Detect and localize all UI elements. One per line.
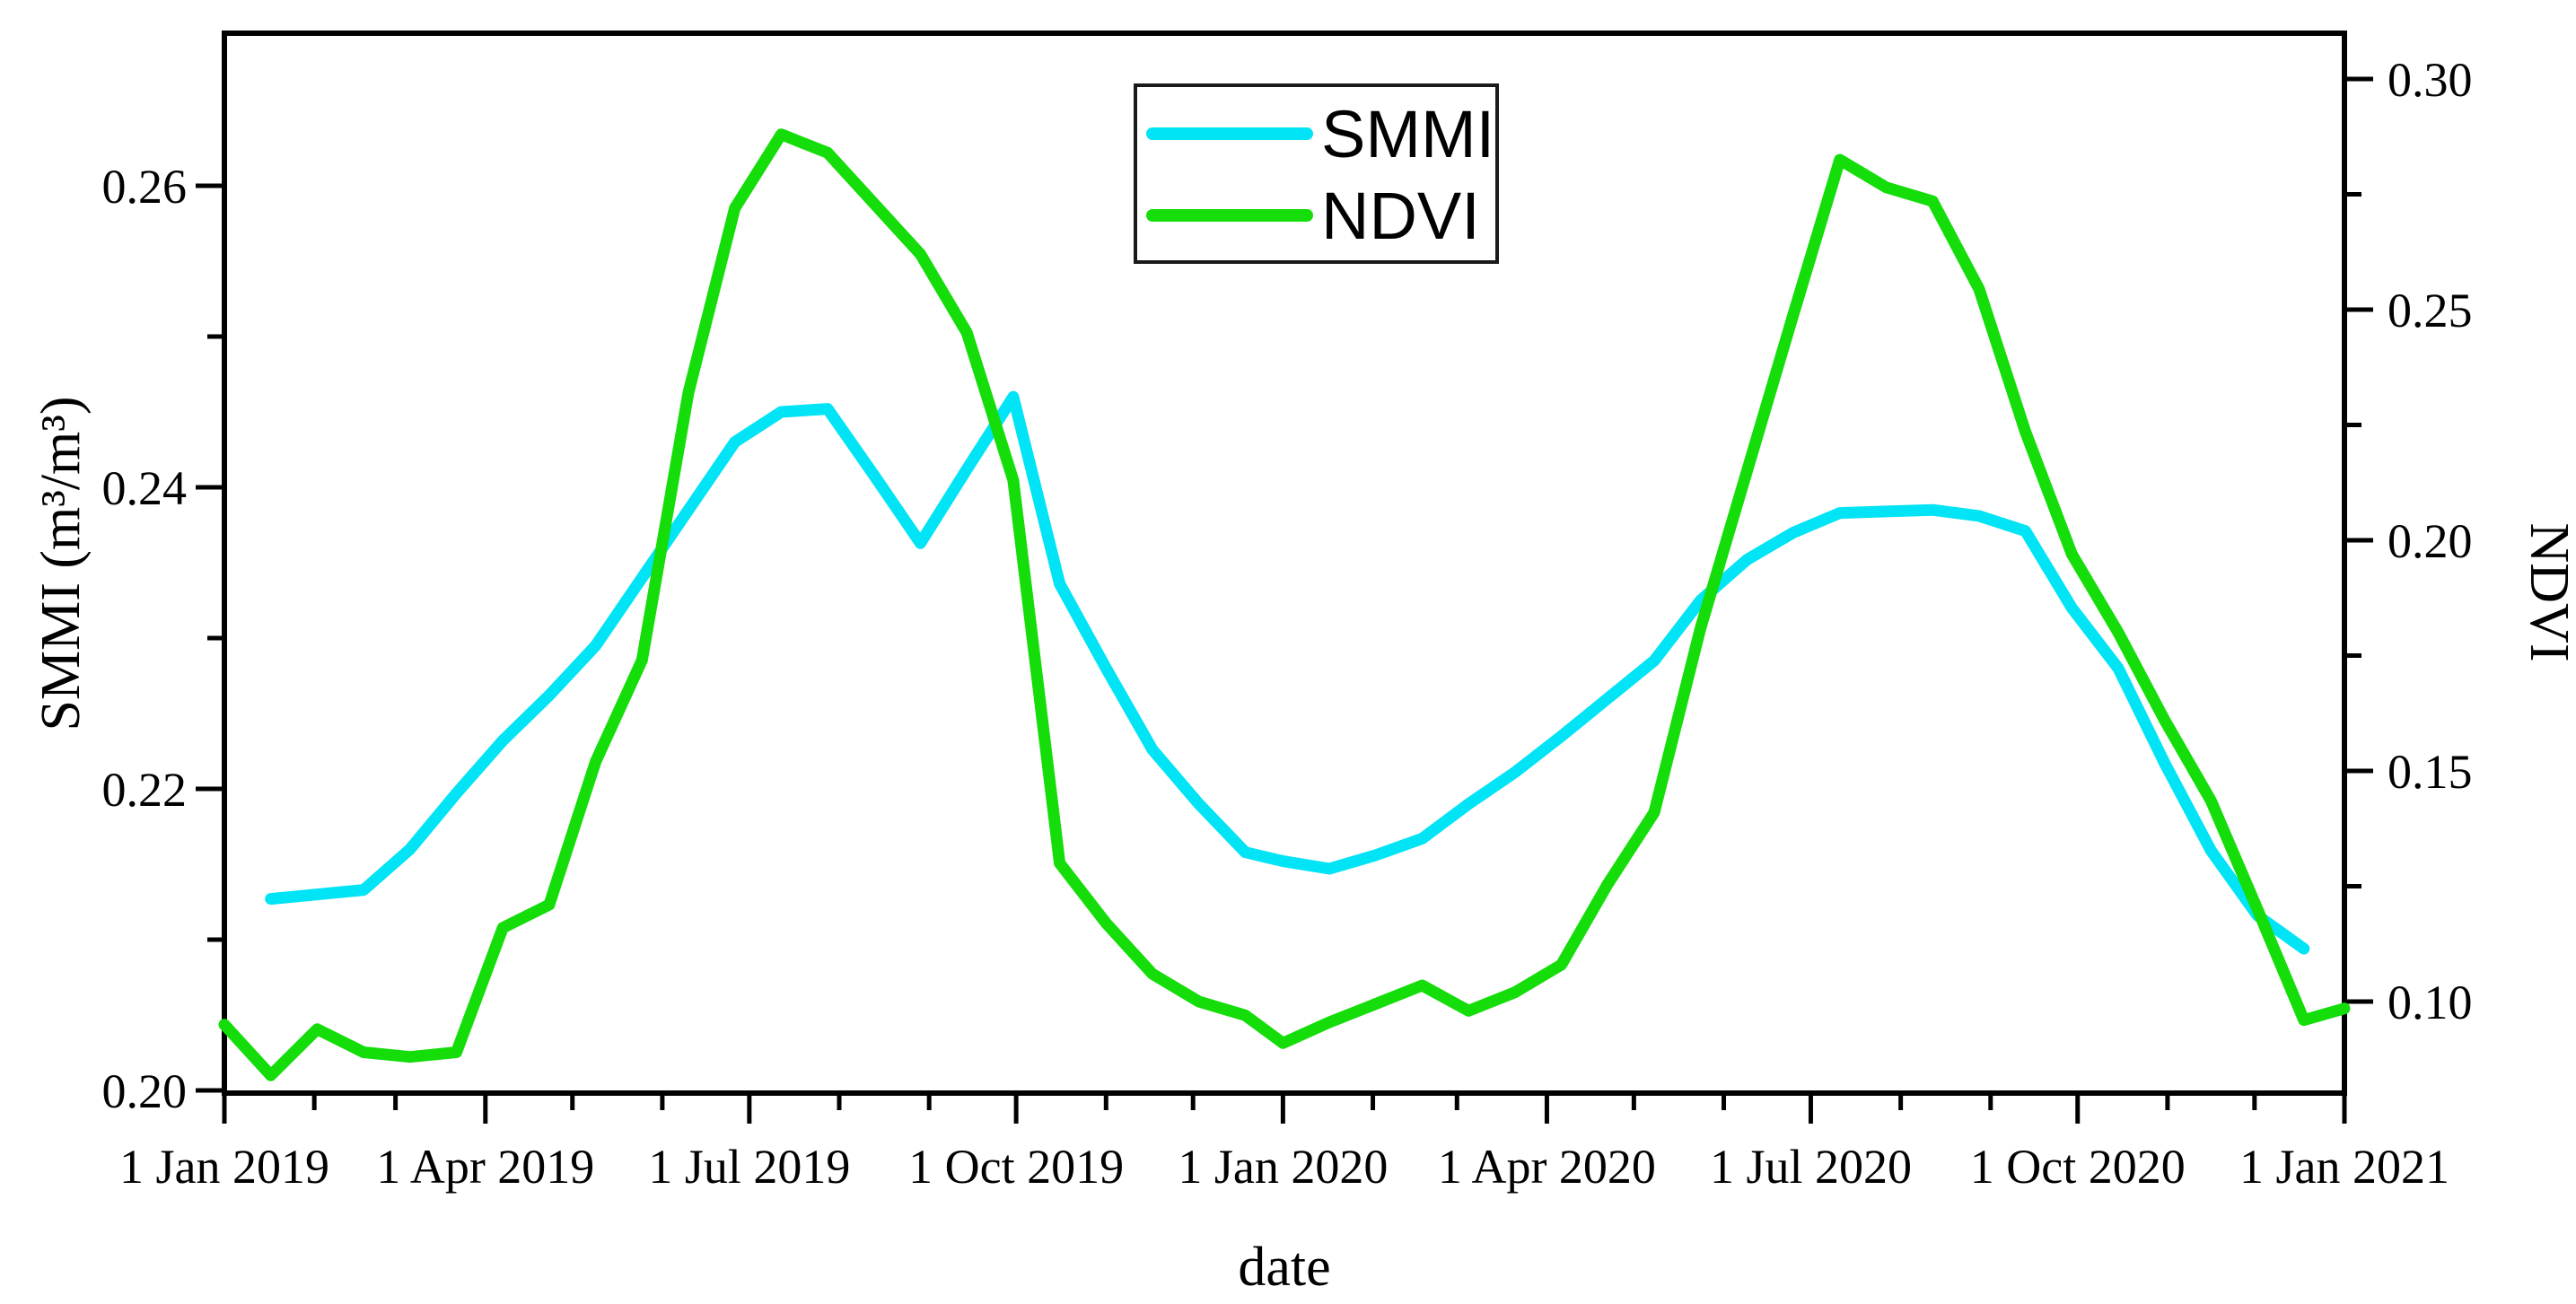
x-axis-tick-label: 1 Apr 2020: [1438, 1140, 1656, 1194]
y-left-tick-label: 0.20: [102, 1064, 188, 1118]
y-left-tick-label: 0.24: [102, 461, 188, 515]
y-right-tick-label: 0.25: [2388, 284, 2473, 337]
smmi-line: [265, 390, 2310, 955]
x-axis-tick-label: 1 Jul 2019: [648, 1140, 850, 1194]
x-axis-title: date: [1238, 1237, 1330, 1298]
axis-ticks: 1 Jan 2019 1 Apr 2019 1 Jul 2019 1 Oct 2019…: [102, 53, 2473, 1194]
y-left-axis-title: SMMI (m³/m³): [31, 396, 92, 731]
x-axis-tick-label: 1 Jan 2020: [1178, 1140, 1388, 1194]
data-series: [218, 128, 2351, 1081]
ndvi-line: [218, 128, 2351, 1081]
legend-box: [1134, 83, 1499, 264]
x-axis-tick-label: 1 Jan 2019: [119, 1140, 329, 1194]
y-right-tick-label: 0.30: [2388, 53, 2473, 107]
x-axis-tick-label: 1 Jul 2020: [1710, 1140, 1912, 1194]
legend: SMMI NDVI: [1134, 83, 1499, 264]
y-right-tick-label: 0.15: [2388, 745, 2473, 799]
x-axis-tick-label: 1 Oct 2019: [908, 1140, 1124, 1194]
legend-ndvi-label: NDVI: [1321, 179, 1480, 253]
y-left-tick-label: 0.26: [102, 160, 188, 214]
y-right-axis-title: NDVI: [2519, 523, 2576, 662]
y-right-tick-label: 0.10: [2388, 976, 2473, 1029]
y-left-tick-label: 0.22: [102, 763, 188, 817]
x-axis-tick-label: 1 Oct 2020: [1970, 1140, 2186, 1194]
legend-smmi-label: SMMI: [1321, 97, 1494, 171]
y-right-tick-label: 0.20: [2388, 514, 2473, 568]
x-axis-tick-label: 1 Jan 2021: [2239, 1140, 2449, 1194]
x-axis-tick-label: 1 Apr 2019: [376, 1140, 594, 1194]
